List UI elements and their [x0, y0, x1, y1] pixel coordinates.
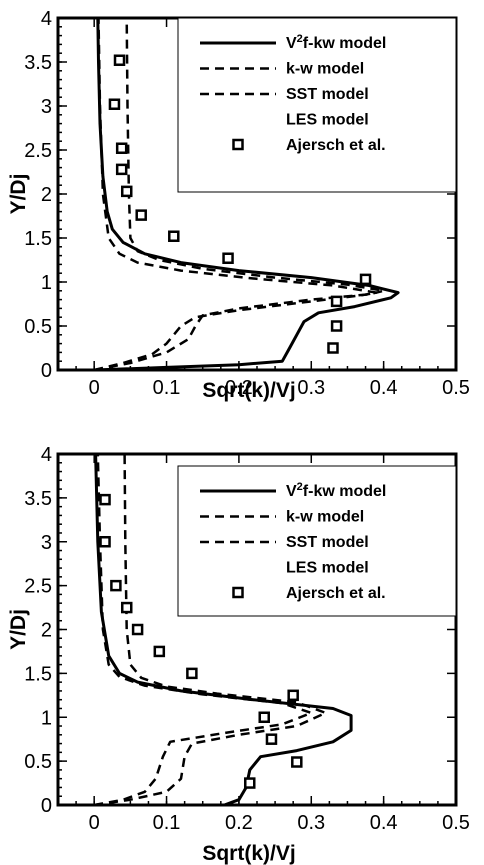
legend-label: LES model	[286, 560, 369, 577]
x-tick-label: 0.1	[153, 377, 181, 399]
x-tick-label: 0.1	[153, 812, 181, 834]
y-tick-label: 0	[41, 360, 52, 382]
data-point-ajersch	[359, 273, 372, 286]
y-tick-label: 1.5	[24, 228, 52, 250]
legend-label: LES model	[286, 112, 369, 129]
data-point-ajersch	[330, 320, 343, 332]
x-axis-title: Sqrt(k)/Vj	[202, 842, 295, 865]
y-tick-label: 3.5	[24, 52, 52, 74]
chart-panel-1: 0 0.1 0.2 0.3 0.4 0.5 0 0.5 1 1.5 2 2.5 3 3.5 4 Sqrt(k)…	[7, 8, 470, 402]
x-tick-label: 0.4	[370, 812, 398, 834]
y-tick-label: 3	[41, 532, 52, 554]
data-point-ajersch	[120, 601, 133, 614]
y-tick-label: 3.5	[24, 488, 52, 510]
y-tick-label: 0	[41, 795, 52, 817]
x-tick-label: 0	[89, 812, 100, 834]
data-point-ajersch	[330, 295, 343, 308]
data-point-ajersch	[120, 185, 133, 198]
x-tick-label: 0.3	[297, 812, 325, 834]
x-tick-label: 0.2	[225, 377, 253, 399]
data-point-ajersch	[287, 689, 299, 702]
data-point-ajersch	[265, 733, 278, 745]
y-tick-label: 1	[41, 272, 52, 294]
data-point-ajersch	[327, 342, 339, 354]
x-tick-label: 0.4	[370, 377, 398, 399]
x-tick-label: 0.3	[297, 377, 325, 399]
legend-label: SST model	[286, 86, 369, 103]
data-point-ajersch	[244, 777, 256, 789]
legend: V2f-kw model k-w model SST model LES model A…	[177, 17, 457, 193]
series-line-v2f-kw-model	[94, 18, 400, 370]
y-tick-label: 1	[41, 707, 52, 729]
y-tick-label: 4	[41, 444, 52, 466]
legend-label: SST model	[286, 534, 369, 551]
x-tick-label: 0.5	[442, 812, 470, 834]
legend-swatch	[232, 586, 244, 599]
x-tick-label: 0.5	[442, 377, 470, 399]
legend-label: k-w model	[286, 509, 364, 526]
data-point-ajersch	[168, 230, 180, 242]
series-line-k-w-model	[93, 18, 385, 370]
x-tick-label: 0.2	[225, 812, 253, 834]
y-tick-label: 0.5	[24, 316, 52, 338]
data-point-ajersch	[291, 756, 303, 768]
y-axis-title: Y/Dj	[7, 174, 30, 215]
data-point-ajersch	[110, 579, 122, 592]
data-point-ajersch	[135, 209, 147, 221]
plot-frame	[56, 452, 458, 807]
chart-panel-2: 0 0.1 0.2 0.3 0.4 0.5 0 0.5 1 1.5 2 2.5 3 3.5 4 Sqrt(k)…	[7, 444, 470, 865]
legend-label: k-w model	[286, 61, 364, 78]
series-line-k-w-model	[94, 454, 327, 805]
data-point-ajersch	[99, 493, 111, 506]
y-tick-label: 0.5	[24, 751, 52, 773]
plot-area	[93, 18, 400, 370]
y-tick-label: 2	[41, 620, 52, 642]
legend-swatch	[232, 138, 244, 151]
data-point-ajersch	[222, 252, 234, 264]
data-point-ajersch	[115, 163, 128, 176]
data-point-ajersch	[186, 667, 198, 680]
y-tick-label: 1.5	[24, 663, 52, 685]
data-point-ajersch	[153, 645, 166, 658]
y-tick-label: 2	[41, 184, 52, 206]
data-point-ajersch	[108, 98, 121, 110]
legend-label: Ajersch et al.	[286, 137, 386, 154]
legend: V2f-kw model k-w model SST model LES model A…	[177, 465, 457, 617]
data-point-ajersch	[115, 142, 128, 154]
x-tick-label: 0	[89, 377, 100, 399]
y-tick-label: 4	[41, 8, 52, 30]
data-point-ajersch	[99, 536, 111, 548]
y-tick-label: 2.5	[24, 576, 52, 598]
legend-label: V2f-kw model	[286, 481, 386, 500]
series-line-v2f-kw-model	[94, 454, 353, 805]
data-point-ajersch	[258, 711, 270, 723]
data-point-ajersch	[113, 54, 126, 66]
legend-label: Ajersch et al.	[286, 585, 386, 602]
data-point-ajersch	[131, 623, 144, 636]
plot-area	[93, 454, 353, 805]
series-line-sst-model	[93, 18, 378, 370]
x-axis-title: Sqrt(k)/Vj	[202, 379, 295, 402]
legend-box	[177, 17, 457, 193]
y-tick-label: 2.5	[24, 140, 52, 162]
y-tick-label: 3	[41, 96, 52, 118]
y-axis-title: Y/Dj	[7, 609, 30, 650]
legend-label: V2f-kw model	[286, 33, 386, 52]
series-line-sst-model	[93, 454, 313, 805]
